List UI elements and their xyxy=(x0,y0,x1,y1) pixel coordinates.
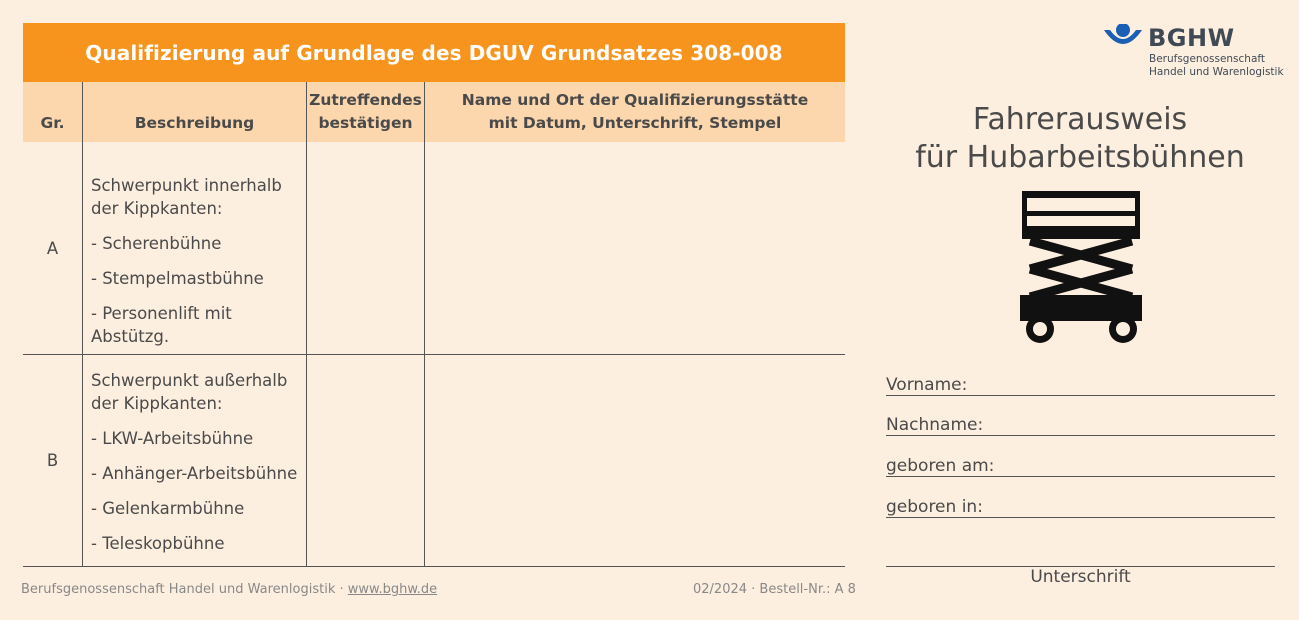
desc-line: Schwerpunkt außerhalb xyxy=(91,371,288,390)
birth-place-field[interactable]: geboren in: xyxy=(886,496,1275,518)
list-item: - Personenlift mit Abstützg. xyxy=(91,304,232,346)
confirm-cell[interactable] xyxy=(306,142,424,354)
footer-link[interactable]: www.bghw.de xyxy=(347,582,438,597)
desc-line: der Kippkanten: xyxy=(91,394,223,413)
signature-line[interactable] xyxy=(886,566,1275,567)
list-item: - LKW-Arbeitsbühne xyxy=(91,429,254,448)
desc-line: Schwerpunkt innerhalb xyxy=(91,176,282,195)
bghw-logo: BGHW Berufsgenossenschaft Handel und War… xyxy=(1103,22,1288,82)
header-group: Gr. xyxy=(40,114,65,132)
birth-date-field[interactable]: geboren am: xyxy=(886,455,1275,477)
scissor-lift-icon xyxy=(1020,191,1142,343)
footer-order-number: 02/2024 · Bestell-Nr.: A 8 xyxy=(693,582,856,597)
table-row: A Schwerpunkt innerhalb der Kippkanten: … xyxy=(23,142,845,355)
header-place-line2: mit Datum, Unterschrift, Stempel xyxy=(488,114,782,132)
first-name-field[interactable]: Vorname: xyxy=(886,374,1275,396)
list-item: - Scherenbühne xyxy=(91,234,222,253)
header-confirm: Zutreffendes bestätigen xyxy=(306,82,424,142)
row-description: Schwerpunkt außerhalb der Kippkanten: - … xyxy=(82,355,306,566)
header-place-line1: Name und Ort der Qualifizierungsstätte xyxy=(461,91,809,109)
bghw-logo-icon xyxy=(1104,24,1142,44)
desc-line: der Kippkanten: xyxy=(91,199,223,218)
signature-label: Unterschrift xyxy=(1030,567,1131,587)
card-title-line1: Fahrerausweis xyxy=(972,102,1188,137)
row-description: Schwerpunkt innerhalb der Kippkanten: - … xyxy=(82,142,306,354)
table-row: B Schwerpunkt außerhalb der Kippkanten: … xyxy=(23,355,845,567)
table-header-row: Gr. Beschreibung Zutreffendes bestätigen … xyxy=(23,82,845,142)
header-description: Beschreibung xyxy=(82,82,306,142)
card-title-line2: für Hubarbeitsbühnen xyxy=(915,140,1245,175)
header-confirm-line2: bestätigen xyxy=(318,114,413,132)
footer-org: Berufsgenossenschaft Handel und Warenlog… xyxy=(21,582,437,597)
list-item: - Anhänger-Arbeitsbühne xyxy=(91,464,298,483)
row-group-label: B xyxy=(46,451,59,470)
logo-subtitle: Berufsgenossenschaft Handel und Warenlog… xyxy=(1149,53,1284,79)
list-item: - Stempelmastbühne xyxy=(91,269,264,288)
place-cell[interactable] xyxy=(424,142,845,354)
header-place: Name und Ort der Qualifizierungsstätte mi… xyxy=(424,82,845,142)
row-group-label: A xyxy=(46,238,59,258)
table-title: Qualifizierung auf Grundlage des DGUV Gr… xyxy=(23,23,845,82)
logo-sub-line: Handel und Warenlogistik xyxy=(1149,66,1284,78)
confirm-cell[interactable] xyxy=(306,355,424,566)
last-name-field[interactable]: Nachname: xyxy=(886,414,1275,436)
header-confirm-line1: Zutreffendes xyxy=(309,91,422,109)
list-item: - Teleskopbühne xyxy=(91,534,225,553)
place-cell[interactable] xyxy=(424,355,845,566)
qualification-table: Qualifizierung auf Grundlage des DGUV Gr… xyxy=(23,23,845,567)
list-item: - Gelenkarmbühne xyxy=(91,499,245,518)
logo-main-text: BGHW xyxy=(1148,24,1235,52)
logo-sub-line: Berufsgenossenschaft xyxy=(1149,53,1266,65)
footer-org-text: Berufsgenossenschaft Handel und Warenlog… xyxy=(21,582,348,597)
